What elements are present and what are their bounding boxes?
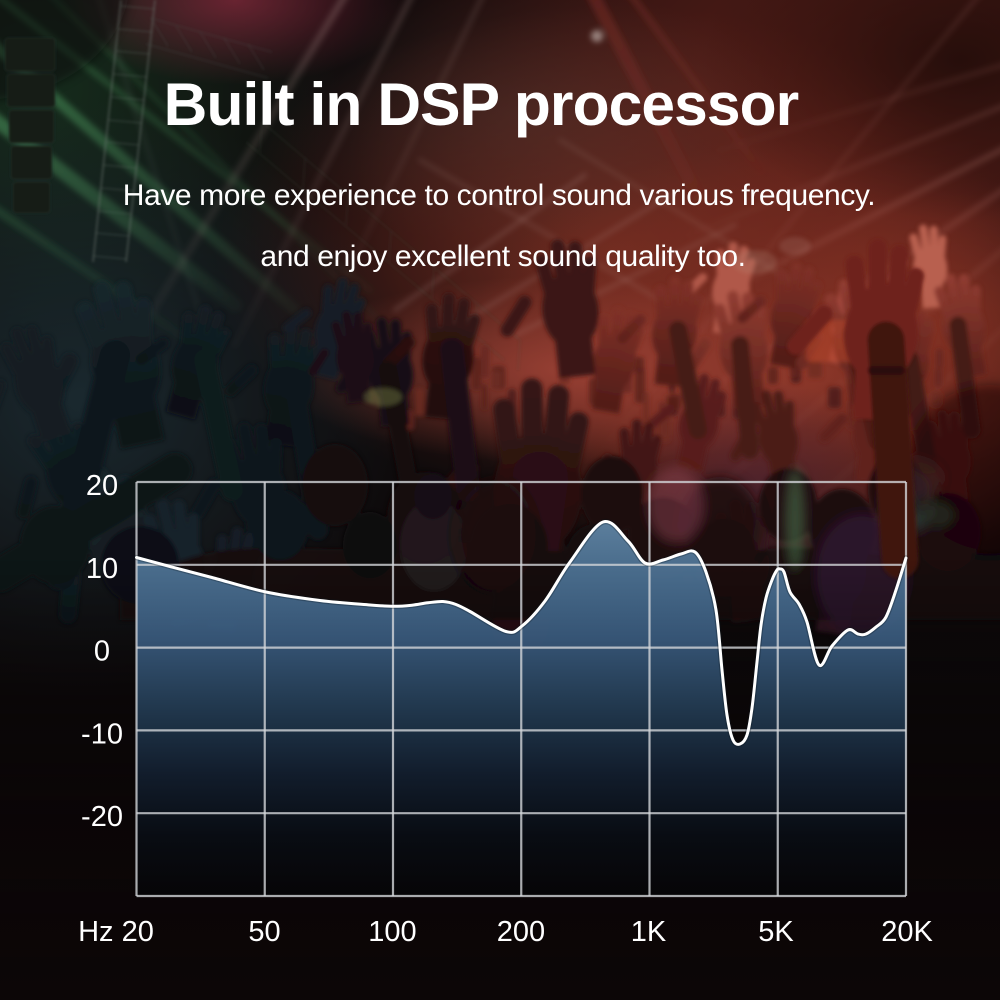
svg-text:20: 20 xyxy=(86,470,118,502)
svg-text:Hz 20: Hz 20 xyxy=(78,916,154,948)
svg-text:0: 0 xyxy=(94,636,110,668)
svg-text:-10: -10 xyxy=(81,718,123,750)
svg-text:5K: 5K xyxy=(758,916,794,948)
svg-text:1K: 1K xyxy=(631,916,667,948)
svg-text:100: 100 xyxy=(368,916,416,948)
svg-text:10: 10 xyxy=(86,553,118,585)
svg-text:20K: 20K xyxy=(881,916,933,948)
svg-text:-20: -20 xyxy=(81,801,123,833)
svg-text:200: 200 xyxy=(497,916,545,948)
svg-text:50: 50 xyxy=(248,916,280,948)
